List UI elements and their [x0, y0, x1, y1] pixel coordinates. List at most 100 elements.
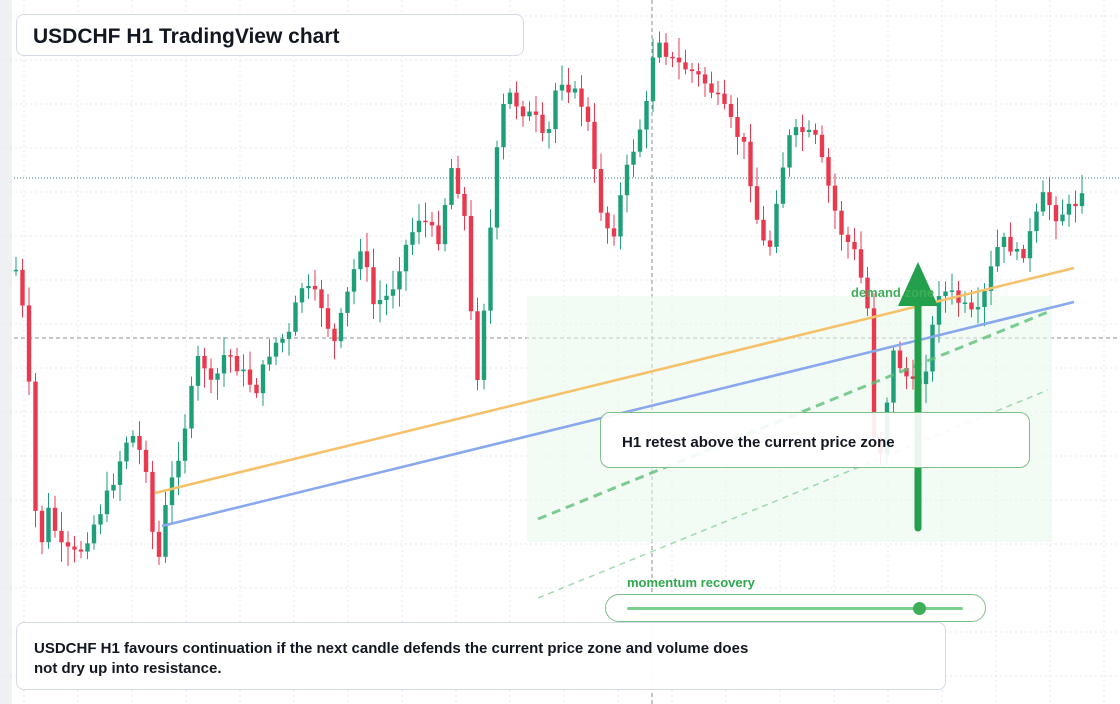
candle — [800, 114, 805, 152]
candle — [1001, 232, 1007, 263]
candle — [65, 531, 71, 566]
candle-body — [26, 305, 32, 382]
candle — [124, 436, 129, 470]
candle-body — [397, 271, 402, 290]
candle-body — [130, 435, 136, 443]
candle-body — [202, 356, 207, 369]
title-panel: USDCHF H1 TradingView chart — [16, 14, 524, 56]
candle-body — [1001, 236, 1007, 248]
caption-text: USDCHF H1 favours continuation if the ne… — [34, 640, 749, 677]
candle — [1034, 203, 1039, 243]
candle-body — [241, 369, 246, 372]
candle — [748, 124, 753, 203]
candle-body — [384, 295, 389, 300]
candle — [592, 103, 597, 183]
candle-body — [228, 355, 233, 357]
candle-body — [592, 121, 597, 169]
candle-body — [1060, 214, 1065, 222]
candle — [644, 90, 649, 149]
candle-body — [52, 507, 58, 531]
candle — [1047, 176, 1052, 221]
candle-body — [280, 339, 285, 343]
candle — [572, 81, 578, 99]
candle-body — [468, 215, 474, 312]
candle-body — [104, 490, 110, 515]
candle-body — [13, 269, 19, 272]
candle-body — [345, 291, 350, 313]
candle — [39, 505, 45, 555]
candle — [475, 297, 480, 391]
candle-body — [904, 368, 909, 377]
candle — [312, 269, 318, 301]
candle-body — [111, 484, 116, 491]
candle-body — [930, 324, 935, 372]
slider-track[interactable] — [627, 607, 963, 610]
candle-body — [605, 212, 610, 229]
candle-body — [982, 290, 987, 308]
candle — [741, 132, 747, 160]
candle — [514, 81, 519, 120]
candle — [891, 346, 896, 414]
candle — [1060, 199, 1065, 226]
candle-body — [1027, 231, 1033, 259]
slider-knob[interactable] — [913, 602, 927, 615]
candle — [904, 357, 909, 390]
candle — [423, 202, 428, 238]
candle — [449, 159, 454, 210]
candle — [397, 257, 402, 307]
candle-body — [221, 355, 227, 374]
candle-body — [949, 290, 955, 292]
candle-body — [260, 364, 266, 394]
candle — [468, 200, 474, 321]
candle-body — [1079, 193, 1085, 207]
candle-body — [46, 507, 51, 543]
candle — [774, 190, 779, 254]
candle — [390, 270, 396, 309]
momentum-slider[interactable] — [605, 594, 986, 622]
candle — [208, 358, 214, 394]
candle — [306, 274, 311, 299]
candle-body — [208, 368, 214, 380]
candle — [481, 303, 487, 390]
candle — [202, 347, 207, 388]
candle-body — [423, 220, 428, 223]
candle-body — [553, 90, 558, 130]
candle-body — [644, 100, 649, 130]
candle — [1021, 244, 1026, 263]
candle — [241, 354, 246, 387]
candle-body — [618, 195, 623, 237]
candle — [260, 360, 266, 406]
candle-body — [579, 88, 584, 107]
candle-body — [780, 167, 786, 204]
candle — [793, 119, 799, 148]
candle — [59, 511, 64, 562]
candle — [624, 154, 630, 213]
candle-body — [845, 234, 851, 243]
candle-body — [1014, 248, 1020, 252]
candle-body — [215, 373, 220, 380]
candle-body — [871, 308, 877, 438]
candle-body — [520, 106, 526, 117]
candle — [46, 492, 51, 549]
candle-body — [312, 285, 318, 290]
candle — [943, 281, 948, 313]
candle — [293, 295, 298, 336]
candle-body — [572, 88, 578, 93]
candle — [416, 204, 422, 245]
candle-body — [286, 331, 292, 340]
candle-body — [124, 442, 129, 462]
candle — [988, 250, 994, 306]
candle — [845, 226, 851, 259]
candle — [969, 290, 974, 318]
candle-body — [715, 92, 721, 95]
candle — [631, 139, 636, 178]
candle — [371, 248, 376, 319]
arrow-head — [898, 262, 938, 306]
candle-body — [969, 302, 974, 310]
candle-body — [709, 83, 714, 93]
candle-body — [1073, 203, 1078, 207]
candle — [189, 376, 194, 439]
candle — [910, 359, 916, 390]
candle-body — [390, 289, 396, 296]
candle-body — [78, 549, 84, 552]
